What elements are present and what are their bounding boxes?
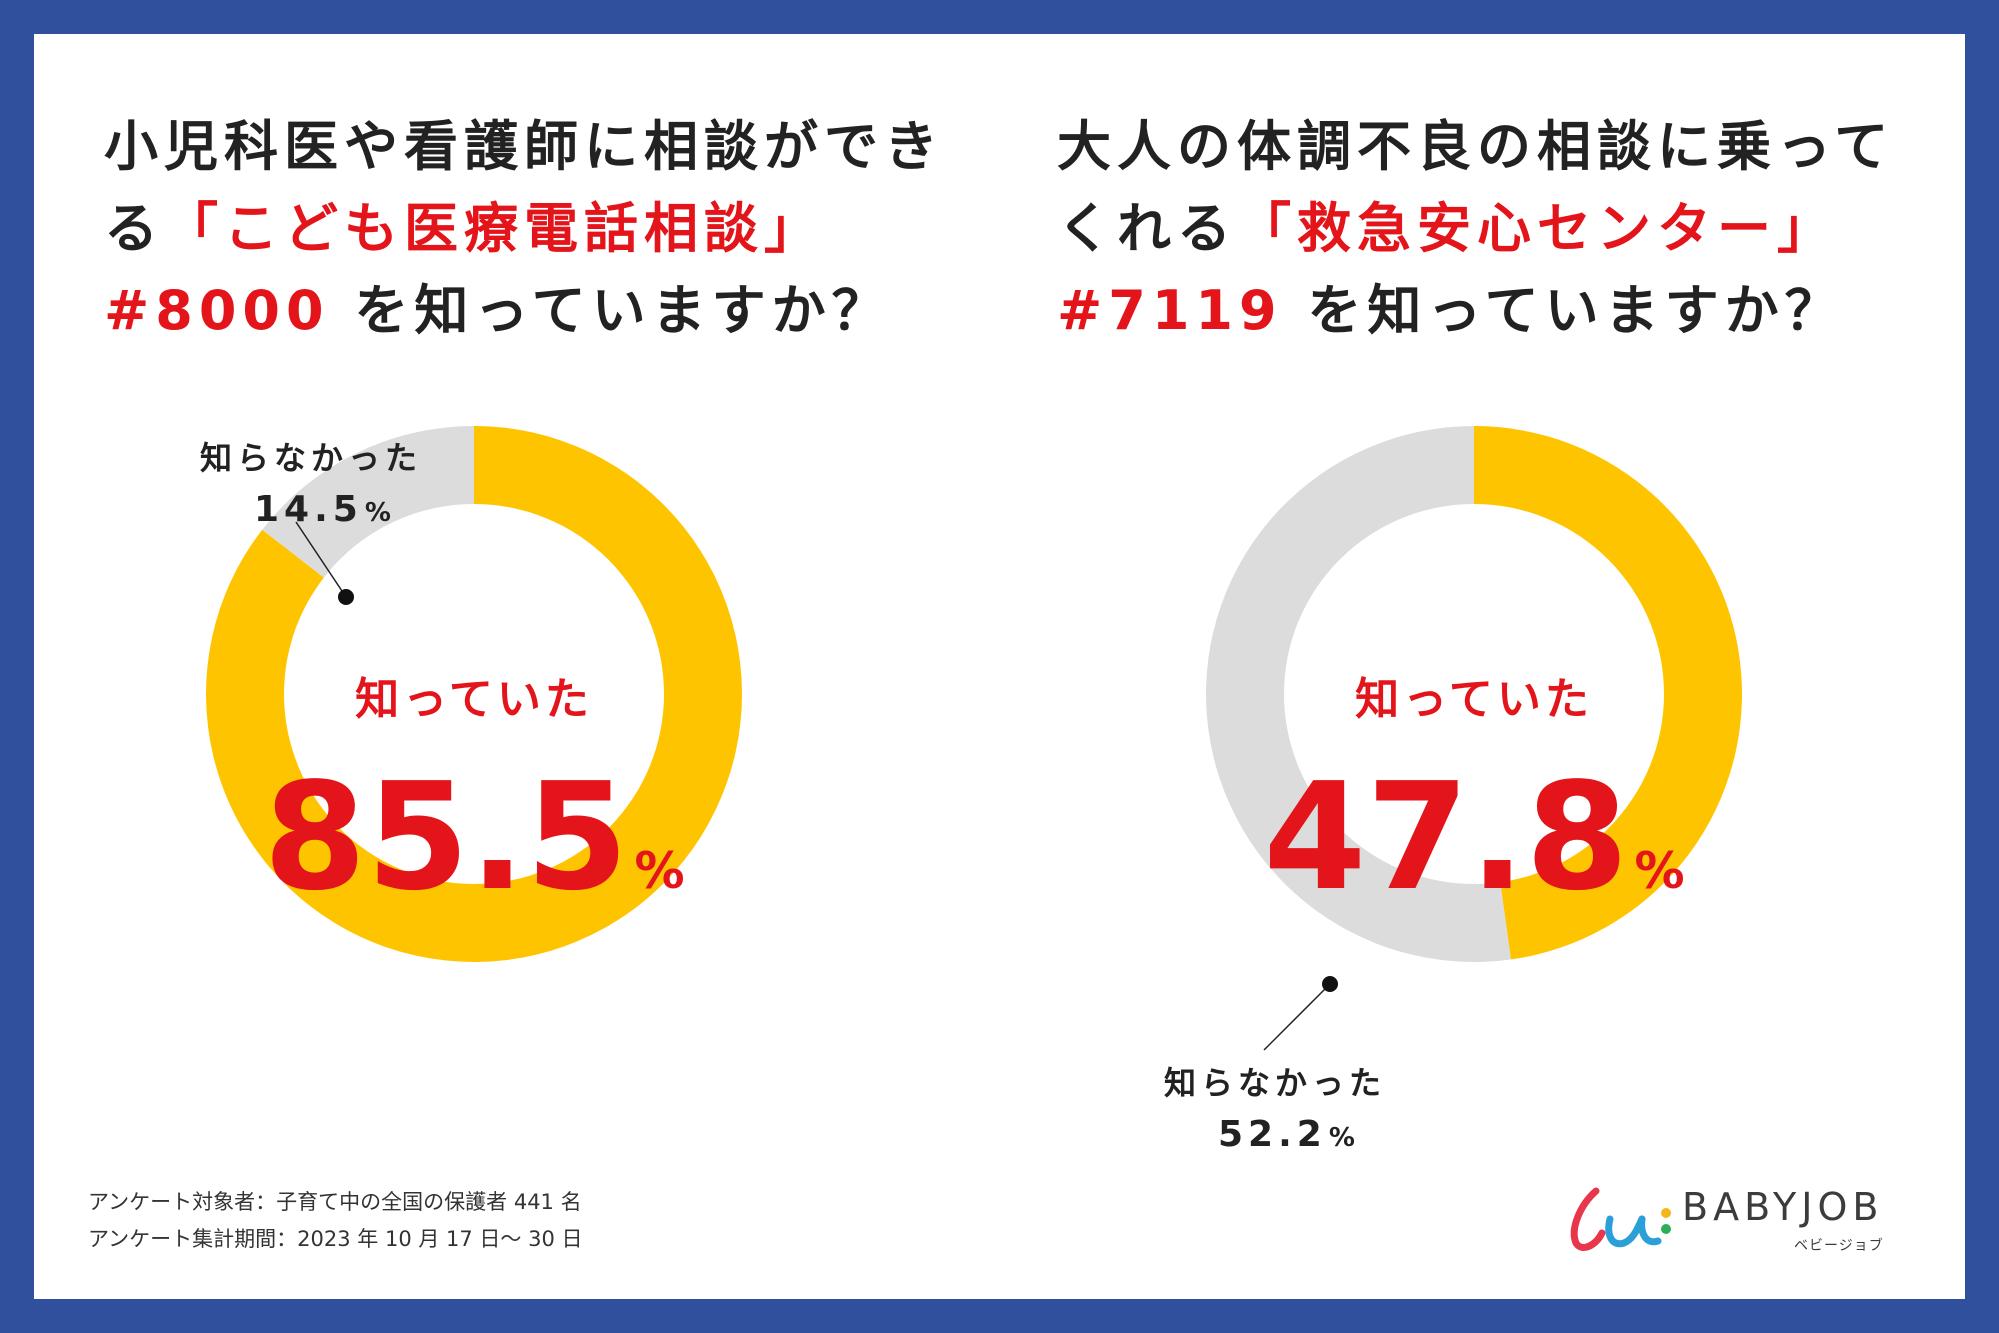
donut-chart-8000: 知っていた 85.5% 知らなかった 14.5% bbox=[200, 426, 743, 962]
title-line: くれる「救急安心センター」 bbox=[1057, 188, 1894, 270]
knew-pct-value: 47.8 bbox=[1263, 751, 1628, 923]
question-title-7119: 大人の体調不良の相談に乗って くれる「救急安心センター」 #7119 を知っています… bbox=[1057, 106, 1894, 352]
brand-logo-block: BABYJOB ベビージョブ bbox=[1562, 1177, 1892, 1257]
knew-label: 知っていた bbox=[1355, 674, 1593, 725]
title-line: 大人の体調不良の相談に乗って bbox=[1057, 106, 1894, 188]
title-highlight: #7119 bbox=[1057, 279, 1283, 342]
title-highlight: 「救急安心センター」 bbox=[1237, 197, 1837, 260]
donut-chart-7119: 知っていた 47.8% 知らなかった 52.2% bbox=[1164, 426, 1742, 1155]
survey-period: アンケート集計期間：2023 年 10 月 17 日〜 30 日 bbox=[88, 1227, 583, 1251]
unknown-label: 知らなかった bbox=[200, 439, 422, 477]
leader-dot bbox=[1322, 976, 1338, 992]
brand-subtitle: ベビージョブ bbox=[1794, 1238, 1884, 1254]
survey-footnote: アンケート対象者：子育て中の全国の保護者 441 名 アンケート集計期間：202… bbox=[88, 1184, 583, 1258]
unknown-percentage: 52.2% bbox=[1218, 1114, 1355, 1155]
title-text: 小児科医や看護師に相談ができ bbox=[104, 115, 944, 178]
knew-percentage: 85.5% bbox=[263, 751, 684, 923]
title-highlight: #8000 bbox=[104, 279, 330, 342]
unknown-pct-unit: % bbox=[1329, 1123, 1355, 1153]
unknown-pct-value: 14.5 bbox=[254, 489, 363, 530]
unknown-label: 知らなかった bbox=[1164, 1064, 1386, 1102]
title-text: 大人の体調不良の相談に乗って bbox=[1057, 115, 1895, 178]
title-line: #8000 を知っていますか？ bbox=[104, 270, 944, 352]
title-text: る bbox=[104, 197, 164, 260]
question-title-8000: 小児科医や看護師に相談ができ る「こども医療電話相談」 #8000 を知っていますか… bbox=[104, 106, 944, 352]
knew-pct-unit: % bbox=[1635, 842, 1685, 900]
knew-label: 知っていた bbox=[355, 674, 593, 725]
unknown-percentage: 14.5% bbox=[254, 489, 391, 530]
survey-target: アンケート対象者：子育て中の全国の保護者 441 名 bbox=[88, 1190, 582, 1214]
leader-dot bbox=[338, 589, 354, 605]
title-text: を知っていますか？ bbox=[329, 279, 892, 342]
title-line: 小児科医や看護師に相談ができ bbox=[104, 106, 944, 188]
knew-percentage: 47.8% bbox=[1263, 751, 1684, 923]
knew-pct-value: 85.5 bbox=[263, 751, 628, 923]
unknown-pct-unit: % bbox=[365, 498, 391, 528]
title-highlight: 「こども医療電話相談」 bbox=[164, 197, 824, 260]
leader-line bbox=[295, 521, 347, 598]
babyjob-logo-icon bbox=[1570, 1187, 1671, 1251]
leader-line bbox=[1263, 983, 1331, 1051]
title-text: を知っていますか？ bbox=[1282, 279, 1845, 342]
infographic-card: 小児科医や看護師に相談ができ る「こども医療電話相談」 #8000 を知っていますか… bbox=[34, 34, 1965, 1299]
knew-pct-unit: % bbox=[635, 842, 685, 900]
brand-name: BABYJOB bbox=[1682, 1185, 1884, 1229]
title-line: #7119 を知っていますか？ bbox=[1057, 270, 1894, 352]
unknown-pct-value: 52.2 bbox=[1218, 1114, 1327, 1155]
title-line: る「こども医療電話相談」 bbox=[104, 188, 944, 270]
title-text: くれる bbox=[1057, 197, 1237, 260]
